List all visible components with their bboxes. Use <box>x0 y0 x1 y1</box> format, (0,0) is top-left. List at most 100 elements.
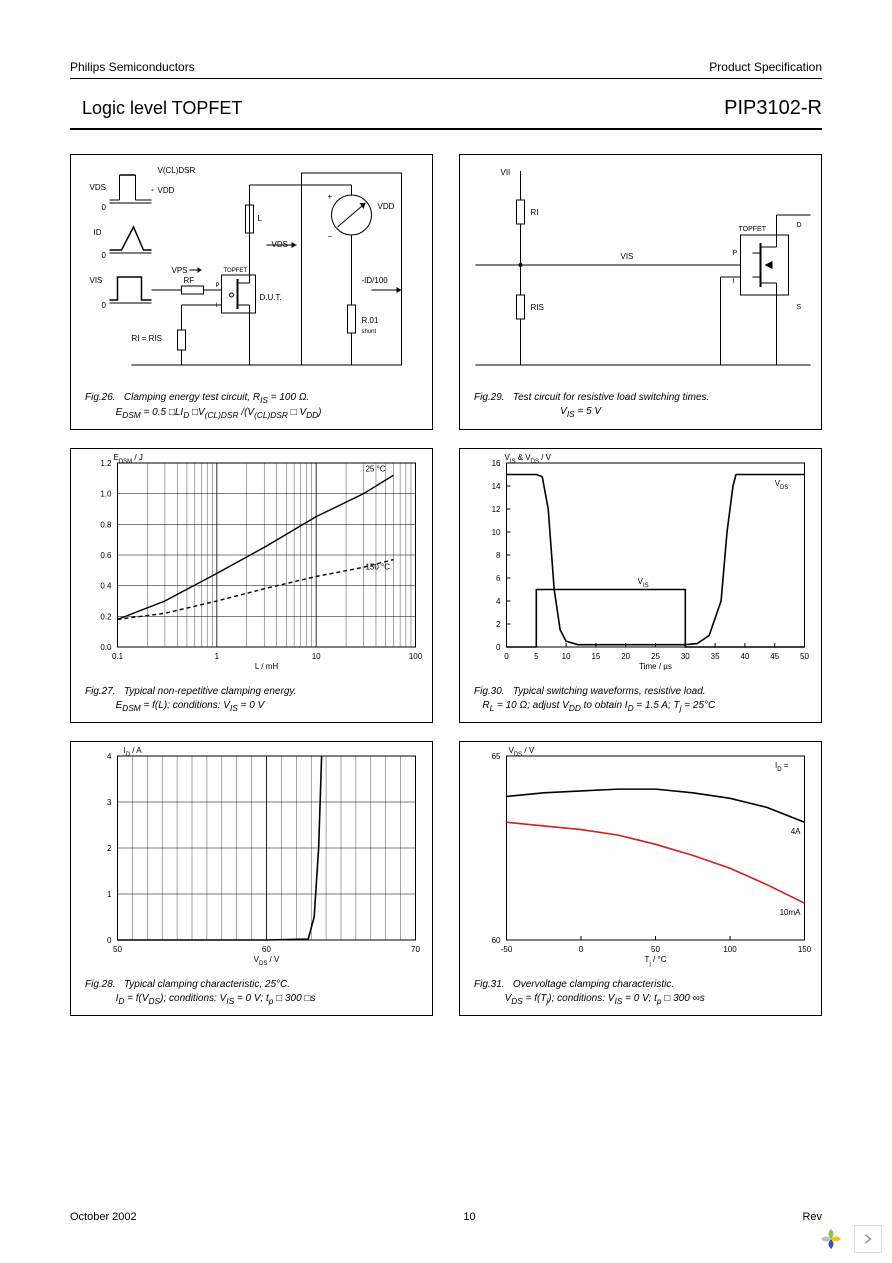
svg-text:TOPFET: TOPFET <box>224 268 248 274</box>
footer-pagenum: 10 <box>463 1211 475 1223</box>
svg-text:4: 4 <box>107 752 112 761</box>
svg-text:0.4: 0.4 <box>100 582 112 591</box>
svg-text:0: 0 <box>102 203 107 212</box>
figure-26-body: VDS 0 V(CL)DSR VDD ID 0 VIS 0 VPS <box>71 155 432 385</box>
svg-text:Time / µs: Time / µs <box>639 662 672 671</box>
svg-text:VII: VII <box>501 168 511 177</box>
svg-text:0: 0 <box>102 251 107 260</box>
fig28-caption: Fig.28. Typical clamping characteristic,… <box>71 972 432 1015</box>
page: Philips Semiconductors Product Specifica… <box>0 0 892 1263</box>
header-right: Product Specification <box>709 60 822 74</box>
figure-27-body: 0.00.20.40.60.81.01.20.1110100L / mHEDSM… <box>71 449 432 679</box>
svg-text:0: 0 <box>107 936 112 945</box>
fig29-caption: Fig.29. Test circuit for resistive load … <box>460 385 821 428</box>
svg-text:R.01: R.01 <box>362 316 379 325</box>
svg-text:50: 50 <box>113 945 122 954</box>
svg-text:VDS / V: VDS / V <box>254 955 280 967</box>
svg-text:2: 2 <box>496 620 501 629</box>
svg-text:100: 100 <box>723 945 737 954</box>
svg-text:+: + <box>328 192 333 201</box>
figure-28: 50607001234VDS / VID / A Fig.28. Typical… <box>70 741 433 1016</box>
footer-date: October 2002 <box>70 1211 137 1223</box>
svg-text:RF: RF <box>184 276 195 285</box>
fig29-diagram: VII RI VIS RIS TOPFET P <box>460 155 821 385</box>
figure-31: -500501001506065Tj / °CVDS / VID =4A10mA… <box>459 741 822 1016</box>
svg-text:I: I <box>216 303 218 309</box>
title-rule <box>70 128 822 130</box>
svg-text:VIS: VIS <box>638 577 649 589</box>
svg-text:P: P <box>216 283 220 289</box>
svg-text:VDD: VDD <box>378 202 395 211</box>
svg-text:0.1: 0.1 <box>112 652 124 661</box>
header-rule <box>70 78 822 79</box>
svg-text:100: 100 <box>409 652 423 661</box>
svg-text:5: 5 <box>534 652 539 661</box>
figure-30: 051015202530354045500246810121416Time / … <box>459 448 822 723</box>
svg-text:VDS: VDS <box>775 479 789 491</box>
svg-text:L / mH: L / mH <box>255 662 278 671</box>
svg-text:ID =: ID = <box>775 761 789 773</box>
svg-text:50: 50 <box>800 652 809 661</box>
page-footer: October 2002 10 Rev <box>70 1211 822 1223</box>
fig30-caption: Fig.30. Typical switching waveforms, res… <box>460 679 821 722</box>
svg-text:10: 10 <box>562 652 571 661</box>
pager-logo-icon <box>818 1226 844 1252</box>
svg-text:-50: -50 <box>501 945 513 954</box>
svg-text:VPS: VPS <box>172 266 188 275</box>
svg-text:60: 60 <box>492 936 501 945</box>
svg-text:−: − <box>328 232 333 241</box>
svg-text:Tj / °C: Tj / °C <box>645 955 667 967</box>
svg-text:0.6: 0.6 <box>100 551 112 560</box>
svg-text:8: 8 <box>496 551 501 560</box>
svg-text:0: 0 <box>496 643 501 652</box>
page-header: Philips Semiconductors Product Specifica… <box>70 60 822 74</box>
fig27-chart: 0.00.20.40.60.81.01.20.1110100L / mHEDSM… <box>71 449 432 679</box>
svg-text:45: 45 <box>770 652 779 661</box>
figure-27: 0.00.20.40.60.81.01.20.1110100L / mHEDSM… <box>70 448 433 723</box>
fig28-chart: 50607001234VDS / VID / A <box>71 742 432 972</box>
svg-text:RIS: RIS <box>531 303 544 312</box>
svg-text:VDD: VDD <box>158 186 175 195</box>
label-vds: VDS <box>90 183 106 192</box>
svg-text:1: 1 <box>107 890 112 899</box>
svg-text:150: 150 <box>798 945 812 954</box>
svg-text:3: 3 <box>107 798 112 807</box>
figure-grid: VDS 0 V(CL)DSR VDD ID 0 VIS 0 VPS <box>70 154 822 1016</box>
fig26-caption: Fig.26. Clamping energy test circuit, RI… <box>71 385 432 429</box>
svg-text:70: 70 <box>411 945 420 954</box>
svg-text:150 °C: 150 °C <box>365 563 390 572</box>
svg-text:30: 30 <box>681 652 690 661</box>
pager-next-button[interactable] <box>854 1225 882 1253</box>
svg-text:16: 16 <box>492 459 501 468</box>
pager <box>818 1225 882 1253</box>
svg-text:RI: RI <box>531 208 539 217</box>
svg-text:0.0: 0.0 <box>100 643 112 652</box>
svg-text:ID: ID <box>94 228 102 237</box>
fig27-caption: Fig.27. Typical non-repetitive clamping … <box>71 679 432 722</box>
svg-text:4: 4 <box>496 597 501 606</box>
svg-text:14: 14 <box>492 482 501 491</box>
svg-text:4A: 4A <box>791 827 801 836</box>
svg-text:RI = RIS: RI = RIS <box>132 334 162 343</box>
part-number: PIP3102-R <box>724 97 822 120</box>
svg-text:1: 1 <box>215 652 220 661</box>
svg-text:shunt: shunt <box>362 329 377 335</box>
figure-28-body: 50607001234VDS / VID / A <box>71 742 432 972</box>
svg-text:60: 60 <box>262 945 271 954</box>
fig31-caption: Fig.31. Overvoltage clamping characteris… <box>460 972 821 1015</box>
svg-text:0.2: 0.2 <box>100 613 112 622</box>
svg-text:0: 0 <box>102 301 107 310</box>
title-row: Logic level TOPFET PIP3102-R <box>70 97 822 120</box>
svg-text:10: 10 <box>492 528 501 537</box>
svg-text:TOPFET: TOPFET <box>739 226 767 233</box>
figure-31-body: -500501001506065Tj / °CVDS / VID =4A10mA <box>460 742 821 972</box>
title-left: Logic level TOPFET <box>70 98 242 119</box>
svg-text:0: 0 <box>579 945 584 954</box>
svg-text:65: 65 <box>492 752 501 761</box>
svg-text:0: 0 <box>504 652 509 661</box>
svg-text:35: 35 <box>711 652 720 661</box>
svg-text:6: 6 <box>496 574 501 583</box>
svg-text:P: P <box>733 250 738 257</box>
svg-text:1.0: 1.0 <box>100 490 112 499</box>
footer-rev: Rev <box>802 1211 822 1223</box>
